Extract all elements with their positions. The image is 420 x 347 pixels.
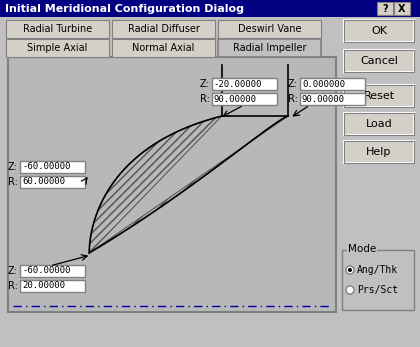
Circle shape (346, 266, 354, 274)
Bar (218, 20, 321, 38)
Text: -20.00000: -20.00000 (214, 79, 262, 88)
Text: Cancel: Cancel (360, 56, 398, 66)
Bar (20, 280, 85, 292)
Text: R:: R: (200, 94, 210, 104)
Bar (6, 39, 109, 57)
Bar (344, 141, 414, 163)
Bar (342, 250, 414, 310)
Bar (300, 93, 365, 105)
Bar (212, 93, 277, 105)
Text: Z:: Z: (200, 79, 210, 89)
Circle shape (348, 268, 352, 272)
Bar (394, 2, 410, 15)
Text: OK: OK (371, 26, 387, 36)
Bar (344, 113, 414, 135)
Text: Radial Turbine: Radial Turbine (23, 24, 92, 34)
Text: Help: Help (366, 147, 392, 157)
Circle shape (346, 286, 354, 294)
Text: 90.00000: 90.00000 (214, 95, 257, 104)
Text: Prs/Sct: Prs/Sct (357, 285, 398, 295)
Bar (0, 0, 420, 17)
Text: Deswirl Vane: Deswirl Vane (238, 24, 301, 34)
Text: -60.00000: -60.00000 (22, 266, 71, 276)
Bar (20, 176, 85, 188)
Text: R:: R: (288, 94, 298, 104)
Bar (212, 78, 277, 90)
Bar (377, 2, 393, 15)
Bar (344, 50, 414, 72)
Text: Z:: Z: (288, 79, 298, 89)
Text: Simple Axial: Simple Axial (27, 43, 88, 53)
Text: 20.00000: 20.00000 (22, 281, 65, 290)
Text: Radial Diffuser: Radial Diffuser (128, 24, 200, 34)
Bar (8, 57, 336, 312)
Bar (112, 20, 215, 38)
Text: Radial Impeller: Radial Impeller (233, 43, 306, 53)
Text: Z:: Z: (8, 162, 18, 172)
Text: 0.000000: 0.000000 (302, 79, 345, 88)
Text: 60.00000: 60.00000 (22, 177, 65, 186)
Text: ?: ? (382, 3, 388, 14)
Bar (218, 39, 321, 57)
Text: -60.00000: -60.00000 (22, 162, 71, 171)
Bar (344, 85, 414, 107)
Text: Normal Axial: Normal Axial (132, 43, 195, 53)
Text: X: X (398, 3, 406, 14)
Bar (344, 85, 414, 107)
Polygon shape (89, 116, 288, 253)
Bar (6, 20, 109, 38)
Bar (344, 20, 414, 42)
Bar (20, 265, 85, 277)
Text: Ang/Thk: Ang/Thk (357, 265, 398, 275)
Text: Reset: Reset (363, 91, 394, 101)
Bar (20, 161, 85, 173)
Text: R:: R: (8, 177, 18, 187)
Text: Load: Load (366, 119, 392, 129)
Bar (344, 113, 414, 135)
Bar (344, 20, 414, 42)
Text: Mode: Mode (348, 244, 376, 254)
Bar (300, 78, 365, 90)
Text: 90.00000: 90.00000 (302, 95, 345, 104)
Bar (344, 141, 414, 163)
Text: R:: R: (8, 281, 18, 291)
Bar (344, 50, 414, 72)
Text: Z:: Z: (8, 266, 18, 276)
Bar (112, 39, 215, 57)
Text: Initial Meridional Configuration Dialog: Initial Meridional Configuration Dialog (5, 3, 244, 14)
